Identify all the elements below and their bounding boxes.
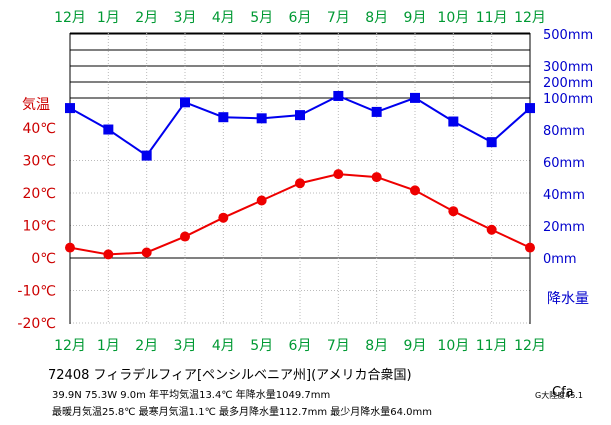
- month-label-top: 12月: [54, 10, 86, 26]
- month-label-bottom: 1月: [97, 338, 120, 354]
- temp-tick-label: -20℃: [17, 316, 56, 332]
- precipitation-point: [295, 110, 305, 121]
- station-stats-line2: 最暖月気温25.8℃ 最寒月気温1.1℃ 最多月降水量112.7mm 最少月降水…: [52, 407, 433, 418]
- temp-axis-title: 気温: [22, 97, 50, 113]
- precipitation-point: [141, 150, 152, 161]
- month-label-bottom: 4月: [212, 338, 235, 354]
- continentality-index: G大陸度45.1: [535, 391, 584, 400]
- month-label-bottom: 2月: [135, 338, 158, 354]
- precip-tick-label: 40mm: [543, 188, 585, 203]
- precipitation-point: [448, 116, 459, 127]
- precip-tick-label: 0mm: [543, 252, 577, 267]
- month-label-top: 5月: [250, 10, 273, 26]
- precipitation-point: [333, 90, 344, 101]
- month-label-bottom: 9月: [404, 338, 427, 354]
- temperature-point: [141, 247, 152, 258]
- precipitation-point: [410, 92, 420, 103]
- month-label-bottom: 5月: [250, 338, 273, 354]
- temp-tick-label: 30℃: [22, 154, 56, 170]
- month-label-top: 12月: [514, 10, 546, 26]
- month-label-top: 6月: [289, 10, 312, 26]
- precip-axis-title: 降水量: [547, 291, 589, 307]
- month-label-bottom: 10月: [437, 338, 469, 354]
- month-label-bottom: 12月: [54, 338, 86, 354]
- month-label-top: 4月: [212, 10, 235, 26]
- precipitation-point: [180, 97, 190, 108]
- precipitation-point: [103, 124, 114, 135]
- month-label-bottom: 3月: [174, 338, 197, 354]
- precip-tick-label: 500mm: [543, 28, 593, 43]
- station-stats-line1: 39.9N 75.3W 9.0m 年平均気温13.4℃ 年降水量1049.7mm: [52, 390, 331, 401]
- month-label-bottom: 11月: [476, 338, 508, 354]
- precipitation-point: [218, 112, 229, 123]
- precipitation-point: [371, 106, 382, 117]
- precipitation-point: [525, 103, 535, 114]
- temperature-point: [180, 231, 190, 242]
- month-label-bottom: 12月: [514, 338, 546, 354]
- precipitation-point: [486, 137, 497, 148]
- temperature-point: [333, 169, 344, 180]
- temp-tick-label: -10℃: [17, 284, 56, 300]
- temp-tick-label: 0℃: [31, 251, 56, 267]
- month-label-top: 1月: [97, 10, 120, 26]
- temperature-point: [371, 172, 382, 183]
- temperature-point: [525, 242, 535, 253]
- precipitation-point: [256, 113, 267, 124]
- precip-tick-label: 80mm: [543, 124, 585, 139]
- koppen-class: Cfa: [552, 385, 574, 400]
- month-label-top: 2月: [135, 10, 158, 26]
- month-label-top: 10月: [437, 10, 469, 26]
- precip-tick-label: 60mm: [543, 156, 585, 171]
- temperature-point: [448, 206, 459, 217]
- station-title: 72408 フィラデルフィア[ペンシルベニア州](アメリカ合衆国): [48, 368, 412, 383]
- precip-tick-label: 100mm: [543, 92, 593, 107]
- month-label-top: 9月: [404, 10, 427, 26]
- month-label-bottom: 8月: [365, 338, 388, 354]
- temperature-point: [295, 178, 305, 189]
- precip-tick-label: 300mm: [543, 60, 593, 75]
- temperature-point: [256, 195, 267, 206]
- precip-tick-label: 20mm: [543, 220, 585, 235]
- month-label-top: 3月: [174, 10, 197, 26]
- temp-tick-label: 40℃: [22, 121, 56, 137]
- month-label-top: 7月: [327, 10, 350, 26]
- month-label-top: 8月: [365, 10, 388, 26]
- month-label-bottom: 7月: [327, 338, 350, 354]
- temperature-point: [65, 242, 75, 253]
- temperature-point: [410, 185, 420, 196]
- temp-tick-label: 20℃: [22, 186, 56, 202]
- precipitation-point: [65, 103, 75, 114]
- month-label-top: 11月: [476, 10, 508, 26]
- temperature-point: [486, 224, 497, 235]
- temp-tick-label: 10℃: [22, 219, 56, 235]
- month-label-bottom: 6月: [289, 338, 312, 354]
- precip-tick-label: 200mm: [543, 76, 593, 91]
- temperature-point: [218, 212, 229, 223]
- temperature-point: [103, 249, 114, 260]
